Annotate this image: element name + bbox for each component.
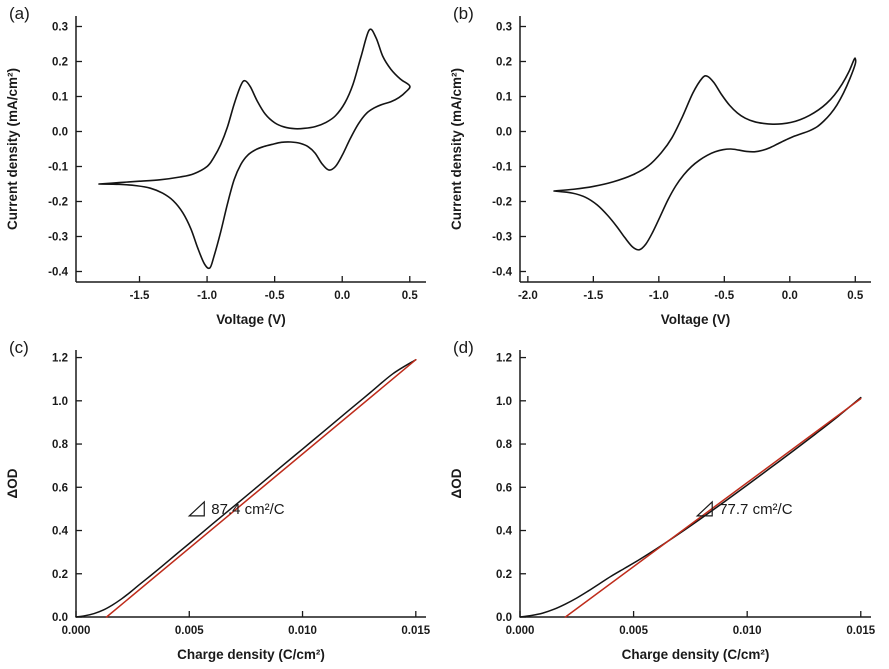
panel-c: (c) 0.000 0.005 0.010 0.015 0.0 0.2 0.4 0.6 0.8 1… (0, 334, 444, 669)
svg-text:1.0: 1.0 (496, 396, 512, 408)
svg-text:-0.4: -0.4 (48, 267, 68, 279)
coloration-efficiency-chart-d: 0.000 0.005 0.010 0.015 0.0 0.2 0.4 0.6 0.8 1.0 1.… (449, 350, 876, 662)
svg-text:0.3: 0.3 (52, 22, 68, 34)
svg-text:-0.5: -0.5 (265, 290, 285, 302)
svg-text:0.0: 0.0 (496, 127, 512, 139)
svg-text:Current density (mA/cm²): Current density (mA/cm²) (449, 68, 464, 230)
svg-text:0.005: 0.005 (619, 625, 648, 637)
svg-text:-2.0: -2.0 (518, 290, 538, 302)
panel-label-d: (d) (453, 338, 474, 357)
svg-text:87.4 cm²/C: 87.4 cm²/C (211, 501, 285, 518)
svg-text:0.6: 0.6 (52, 482, 68, 494)
svg-text:0.1: 0.1 (52, 92, 69, 104)
svg-text:-0.2: -0.2 (492, 197, 512, 209)
cv-chart-b: -2.0 -1.5 -1.0 -0.5 0.0 0.5 -0.4 -0.3 -0.2 -0.1 0.… (449, 16, 871, 327)
svg-text:0.2: 0.2 (496, 57, 512, 69)
svg-text:0.4: 0.4 (52, 526, 69, 538)
svg-text:Voltage (V): Voltage (V) (661, 312, 731, 327)
svg-text:0.8: 0.8 (52, 439, 69, 451)
svg-text:0.3: 0.3 (496, 22, 512, 34)
svg-text:0.2: 0.2 (52, 57, 68, 69)
svg-text:1.2: 1.2 (52, 353, 68, 365)
svg-text:-0.3: -0.3 (48, 232, 68, 244)
svg-text:0.1: 0.1 (496, 92, 513, 104)
panel-b: (b) -2.0 -1.5 -1.0 -0.5 0.0 0.5 -0.4 -0.3 -0.2 -0… (444, 0, 889, 334)
svg-text:0.010: 0.010 (733, 625, 762, 637)
svg-text:0.4: 0.4 (496, 526, 513, 538)
panel-label-c: (c) (9, 338, 29, 357)
svg-text:0.2: 0.2 (52, 569, 68, 581)
svg-text:0.5: 0.5 (402, 290, 419, 302)
svg-text:0.010: 0.010 (288, 625, 317, 637)
svg-text:-1.0: -1.0 (197, 290, 217, 302)
svg-text:ΔOD: ΔOD (5, 468, 20, 498)
cv-chart-a: -1.5 -1.0 -0.5 0.0 0.5 -0.4 -0.3 -0.2 -0.1 0.0 0.1… (5, 16, 426, 327)
svg-text:-0.2: -0.2 (48, 197, 68, 209)
svg-text:0.5: 0.5 (847, 290, 864, 302)
coloration-efficiency-chart-c: 0.000 0.005 0.010 0.015 0.0 0.2 0.4 0.6 0.8 1.0 1.… (5, 350, 431, 662)
svg-text:Voltage (V): Voltage (V) (216, 312, 286, 327)
svg-text:0.000: 0.000 (506, 625, 535, 637)
svg-text:0.0: 0.0 (496, 612, 512, 624)
svg-text:0.0: 0.0 (334, 290, 350, 302)
svg-text:Current density (mA/cm²): Current density (mA/cm²) (5, 68, 20, 230)
svg-text:0.0: 0.0 (52, 612, 68, 624)
panel-label-b: (b) (453, 4, 474, 23)
svg-text:0.6: 0.6 (496, 482, 512, 494)
svg-text:-0.4: -0.4 (492, 267, 512, 279)
svg-text:0.000: 0.000 (62, 625, 91, 637)
svg-text:ΔOD: ΔOD (449, 468, 464, 498)
svg-text:0.015: 0.015 (846, 625, 875, 637)
svg-text:-0.3: -0.3 (492, 232, 512, 244)
svg-text:-0.5: -0.5 (714, 290, 734, 302)
svg-text:0.2: 0.2 (496, 569, 512, 581)
svg-text:-1.0: -1.0 (649, 290, 669, 302)
svg-text:0.0: 0.0 (52, 127, 68, 139)
svg-text:0.8: 0.8 (496, 439, 513, 451)
svg-text:Charge density (C/cm²): Charge density (C/cm²) (622, 647, 770, 662)
svg-text:1.0: 1.0 (52, 396, 68, 408)
svg-text:0.0: 0.0 (782, 290, 798, 302)
svg-text:-0.1: -0.1 (48, 162, 68, 174)
svg-text:0.005: 0.005 (175, 625, 204, 637)
svg-text:0.015: 0.015 (401, 625, 430, 637)
svg-text:-0.1: -0.1 (492, 162, 512, 174)
panel-label-a: (a) (9, 4, 30, 23)
svg-text:Charge density (C/cm²): Charge density (C/cm²) (177, 647, 325, 662)
svg-text:77.7 cm²/C: 77.7 cm²/C (719, 501, 793, 518)
panel-d: (d) 0.000 0.005 0.010 0.015 0.0 0.2 0.4 0.6 0.8 1… (444, 334, 889, 669)
svg-text:1.2: 1.2 (496, 353, 512, 365)
svg-text:-1.5: -1.5 (130, 290, 150, 302)
panel-a: (a) -1.5 -1.0 -0.5 0.0 0.5 -0.4 -0.3 -0.2 -0.1 0.… (0, 0, 444, 334)
svg-text:-1.5: -1.5 (583, 290, 603, 302)
